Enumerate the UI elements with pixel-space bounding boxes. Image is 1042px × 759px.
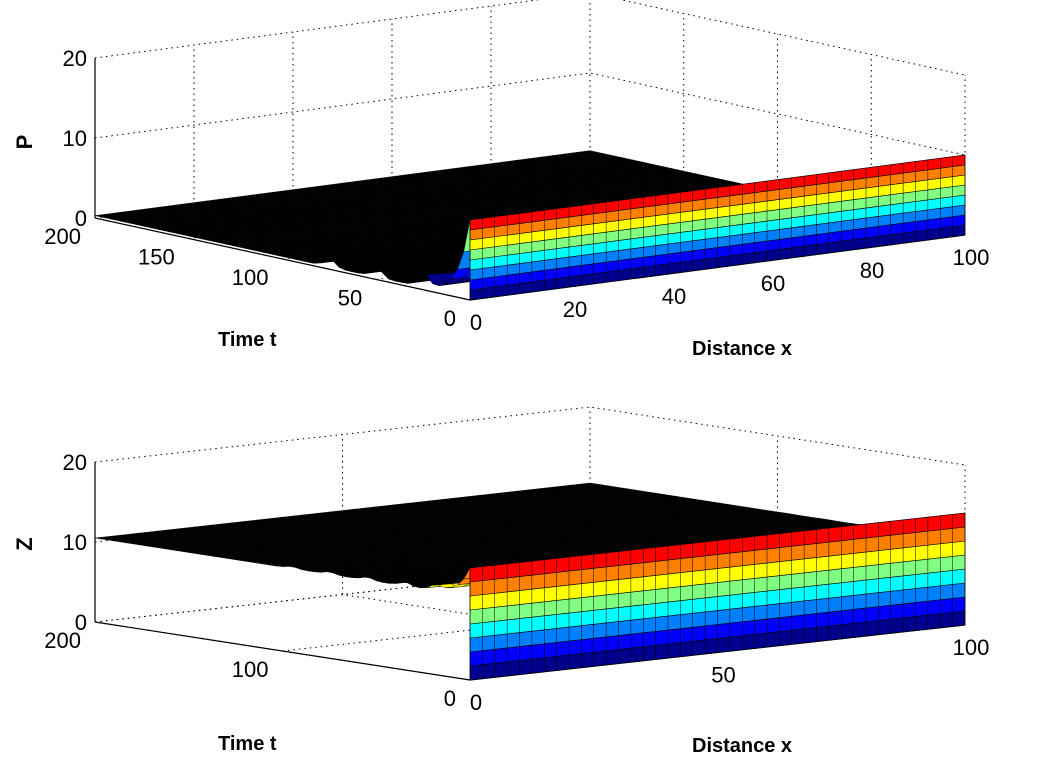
x-tick-label: 0 — [470, 690, 482, 715]
x-tick-label: 40 — [662, 284, 686, 309]
x-axis-label-z: Distance x — [692, 735, 792, 757]
z-axis-label-p: P — [12, 135, 37, 150]
y-axis-label-z: Time t — [218, 733, 277, 755]
z-tick-label: 0 — [75, 610, 87, 635]
grid-line — [94, 0, 966, 76]
y-axis-line — [94, 621, 471, 681]
surface-p — [94, 150, 966, 301]
y-tick-label: 100 — [232, 265, 269, 290]
x-tick-label: 80 — [860, 258, 884, 283]
x-tick-label: 20 — [563, 297, 587, 322]
x-tick-label: 0 — [470, 310, 482, 335]
y-tick-label: 100 — [232, 657, 269, 682]
z-tick-label: 0 — [75, 206, 87, 231]
x-tick-label: 60 — [761, 271, 785, 296]
x-tick-label: 100 — [953, 245, 990, 270]
z-tick-label: 10 — [63, 530, 87, 555]
x-tick-label: 100 — [953, 635, 990, 660]
y-axis-label-p: Time t — [218, 329, 277, 351]
y-tick-label: 150 — [138, 245, 175, 270]
y-axis-line — [94, 217, 471, 301]
z-axis-label-z: Z — [12, 537, 37, 550]
grid-line — [94, 72, 966, 156]
z-tick-label: 10 — [63, 126, 87, 151]
z-tick-label: 20 — [63, 450, 87, 475]
grid-line — [94, 406, 966, 466]
x-tick-label: 50 — [711, 663, 735, 688]
surface-z — [94, 482, 966, 681]
y-tick-label: 50 — [338, 286, 362, 311]
z-tick-label: 20 — [63, 46, 87, 71]
x-axis-label-p: Distance x — [692, 338, 792, 360]
y-tick-label: 0 — [444, 306, 456, 331]
y-tick-label: 0 — [444, 686, 456, 711]
